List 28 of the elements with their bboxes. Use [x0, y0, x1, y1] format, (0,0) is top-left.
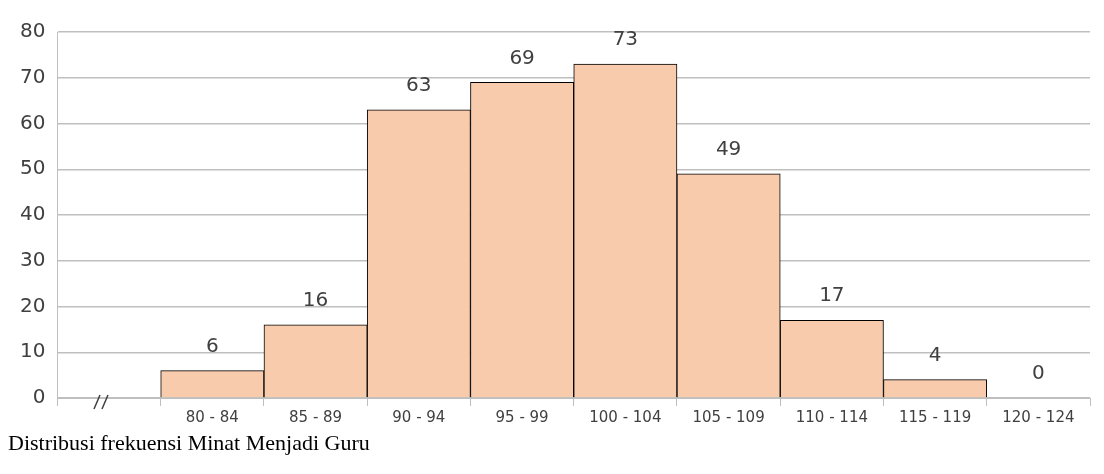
x-tick-label: 100 - 104 [589, 407, 662, 426]
x-tick-label: 95 - 99 [495, 407, 549, 426]
data-label: 0 [1032, 360, 1045, 385]
y-tick-label: 50 [20, 155, 46, 180]
x-tick-label: 120 - 124 [1002, 407, 1075, 426]
data-label: 69 [509, 44, 535, 69]
data-label: 6 [205, 332, 219, 357]
x-tick-label: 85 - 89 [289, 407, 343, 426]
y-tick-label: 0 [32, 384, 46, 409]
y-tick-label: 80 [20, 18, 46, 43]
y-tick-label: 10 [20, 338, 46, 363]
y-tick-label: 30 [20, 246, 46, 271]
text: Distribusi frekuensi Minat Menjadi Guru [8, 430, 371, 456]
y-tick-label: 70 [20, 63, 46, 88]
x-tick-label: 105 - 109 [692, 407, 765, 426]
x-tick-label: 90 - 94 [392, 407, 446, 426]
data-label: 49 [715, 136, 742, 161]
x-tick-label: 115 - 119 [899, 407, 972, 426]
y-tick-label: 40 [20, 201, 46, 226]
y-tick-label: 60 [20, 109, 46, 134]
y-tick-label: 20 [20, 292, 46, 317]
x-tick-label: 80 - 84 [185, 407, 239, 426]
data-label: 17 [819, 282, 845, 307]
data-label: 4 [928, 341, 942, 366]
data-label: 63 [406, 71, 432, 96]
x-tick-label: 110 - 114 [795, 407, 868, 426]
data-label: 73 [612, 26, 639, 51]
data-label: 16 [302, 287, 329, 311]
